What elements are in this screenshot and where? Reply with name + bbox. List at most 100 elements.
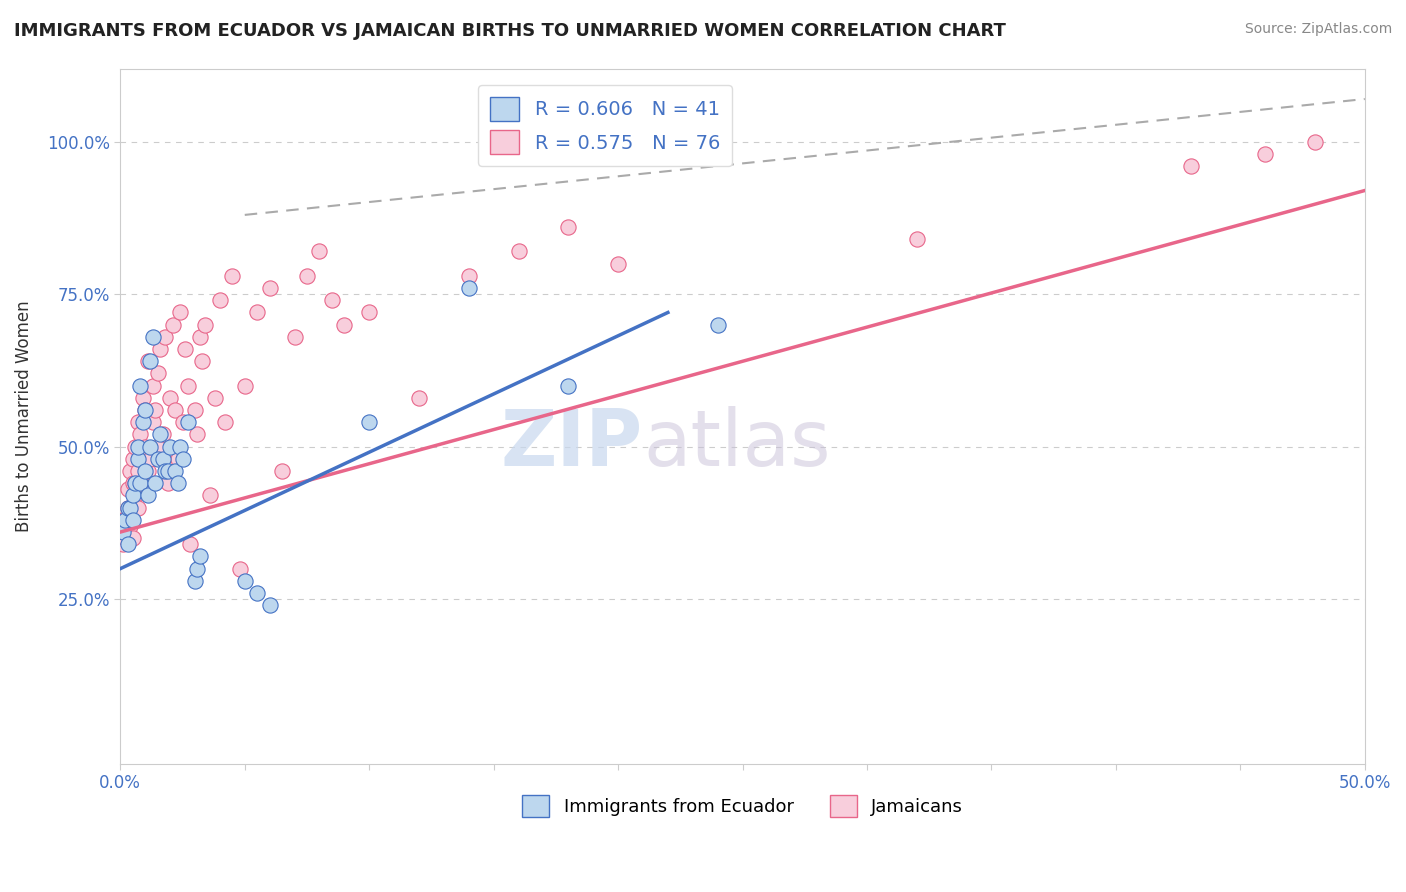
Point [127, 440, 149, 454]
Point [706, 318, 728, 332]
Point [111, 513, 134, 527]
Point [152, 451, 174, 466]
Point [117, 537, 139, 551]
Point [246, 305, 269, 319]
Point [120, 464, 142, 478]
Point [139, 440, 162, 454]
Point [129, 427, 152, 442]
Point [129, 451, 152, 466]
Point [117, 500, 139, 515]
Point [166, 451, 188, 466]
Point [146, 451, 169, 466]
Point [508, 244, 530, 259]
Point [165, 464, 187, 478]
Text: ZIP: ZIP [501, 406, 643, 482]
Point [146, 367, 169, 381]
Point [174, 342, 197, 356]
Point [457, 281, 479, 295]
Point [229, 562, 252, 576]
Point [169, 305, 191, 319]
Point [146, 440, 169, 454]
Point [186, 427, 208, 442]
Point [184, 574, 207, 588]
Point [129, 378, 152, 392]
Point [127, 500, 149, 515]
Point [557, 220, 579, 235]
Point [139, 451, 162, 466]
Text: Source: ZipAtlas.com: Source: ZipAtlas.com [1244, 22, 1392, 37]
Point [127, 415, 149, 429]
Point [607, 257, 630, 271]
Y-axis label: Births to Unmarried Women: Births to Unmarried Women [15, 301, 32, 532]
Point [134, 403, 156, 417]
Point [149, 342, 172, 356]
Point [208, 293, 231, 308]
Point [457, 268, 479, 283]
Point [124, 440, 146, 454]
Point [117, 500, 139, 515]
Point [214, 415, 236, 429]
Point [295, 268, 318, 283]
Point [121, 531, 143, 545]
Point [905, 232, 928, 246]
Point [114, 513, 136, 527]
Point [169, 440, 191, 454]
Point [139, 354, 162, 368]
Point [134, 403, 156, 417]
Point [127, 464, 149, 478]
Point [259, 281, 281, 295]
Point [221, 268, 243, 283]
Point [186, 562, 208, 576]
Point [111, 537, 134, 551]
Point [557, 378, 579, 392]
Point [120, 519, 142, 533]
Point [134, 464, 156, 478]
Point [117, 524, 139, 539]
Point [333, 318, 356, 332]
Legend: Immigrants from Ecuador, Jamaicans: Immigrants from Ecuador, Jamaicans [515, 788, 970, 824]
Point [124, 488, 146, 502]
Point [129, 476, 152, 491]
Point [143, 403, 166, 417]
Point [172, 415, 194, 429]
Point [111, 524, 134, 539]
Point [142, 378, 165, 392]
Point [131, 476, 153, 491]
Point [165, 403, 187, 417]
Point [153, 330, 176, 344]
Point [194, 318, 217, 332]
Point [1254, 147, 1277, 161]
Point [156, 464, 179, 478]
Point [131, 391, 153, 405]
Point [152, 427, 174, 442]
Point [117, 483, 139, 497]
Point [142, 330, 165, 344]
Point [159, 440, 181, 454]
Point [153, 464, 176, 478]
Point [184, 403, 207, 417]
Point [136, 488, 159, 502]
Point [1180, 159, 1202, 173]
Point [166, 476, 188, 491]
Point [136, 464, 159, 478]
Point [359, 305, 381, 319]
Point [124, 476, 146, 491]
Point [136, 354, 159, 368]
Point [156, 476, 179, 491]
Point [114, 519, 136, 533]
Point [359, 415, 381, 429]
Point [131, 415, 153, 429]
Point [121, 451, 143, 466]
Text: IMMIGRANTS FROM ECUADOR VS JAMAICAN BIRTHS TO UNMARRIED WOMEN CORRELATION CHART: IMMIGRANTS FROM ECUADOR VS JAMAICAN BIRT… [14, 22, 1005, 40]
Point [283, 330, 305, 344]
Point [179, 537, 201, 551]
Point [162, 318, 184, 332]
Point [188, 330, 211, 344]
Point [271, 464, 294, 478]
Point [121, 488, 143, 502]
Point [176, 378, 198, 392]
Point [188, 549, 211, 564]
Point [176, 415, 198, 429]
Point [308, 244, 330, 259]
Point [149, 427, 172, 442]
